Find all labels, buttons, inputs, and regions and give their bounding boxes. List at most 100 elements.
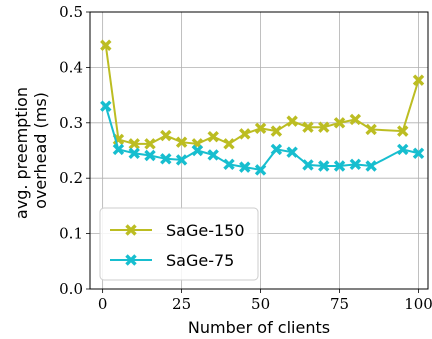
data-point: [254, 122, 267, 135]
data-point: [144, 149, 156, 162]
data-point-stroke-b: [254, 164, 267, 176]
y-tick-label: 0.0: [59, 280, 83, 298]
legend-item: SaGe-150: [110, 221, 245, 240]
legend-label: SaGe-75: [166, 251, 234, 270]
data-point-stroke-b: [412, 74, 425, 86]
data-point-stroke-b: [270, 125, 283, 137]
data-point: [128, 138, 140, 150]
data-point-stroke-b: [270, 143, 283, 156]
ticks: 0 25 50 75 100 0.0 0.1 0.2 0.3 0.4 0.5: [59, 3, 432, 313]
y-axis-label-line-2: overhead (ms): [31, 92, 50, 209]
data-point-stroke-b: [128, 138, 140, 150]
data-point: [302, 121, 314, 133]
legend-label: SaGe-150: [166, 221, 245, 240]
data-point-stroke-b: [397, 125, 409, 137]
legend-marker-stroke-b: [125, 224, 137, 236]
data-point: [191, 144, 204, 157]
data-point-stroke-b: [191, 144, 204, 157]
legend-box: [99, 207, 259, 281]
data-point: [223, 158, 235, 171]
y-axis-label-line-1: avg. preemption: [12, 87, 31, 219]
legend: SaGe-150 SaGe-75: [99, 207, 259, 281]
data-point-stroke-b: [207, 149, 219, 161]
data-point-stroke-b: [175, 136, 188, 148]
data-point: [175, 154, 188, 166]
data-point: [112, 143, 125, 156]
data-point: [397, 143, 409, 156]
data-point-stroke-b: [128, 147, 140, 159]
data-point: [207, 149, 219, 161]
data-point-stroke-b: [239, 161, 251, 173]
data-point: [239, 128, 251, 140]
data-point: [365, 160, 377, 172]
data-point-stroke-b: [318, 121, 330, 133]
y-tick-label: 0.1: [59, 225, 83, 243]
data-point: [286, 146, 298, 158]
data-point: [144, 138, 156, 150]
data-point-stroke-b: [144, 149, 156, 162]
data-point-stroke-b: [175, 154, 188, 166]
data-point: [318, 121, 330, 133]
data-point-stroke-b: [412, 147, 425, 159]
series-sage-150: [100, 39, 425, 150]
data-point: [207, 130, 219, 143]
data-point: [349, 113, 362, 126]
data-point-stroke-b: [100, 39, 112, 51]
data-point: [100, 39, 112, 51]
data-point: [239, 161, 251, 173]
legend-marker-stroke-b: [125, 254, 137, 266]
data-point: [270, 125, 283, 137]
y-tick-label: 0.4: [59, 58, 83, 76]
data-point-stroke-b: [254, 122, 267, 135]
series-sage-75: [100, 100, 425, 176]
data-point: [412, 74, 425, 86]
data-point-stroke-b: [286, 146, 298, 158]
data-point: [175, 136, 188, 148]
legend-item: SaGe-75: [110, 251, 234, 270]
data-point-stroke-b: [302, 121, 314, 133]
data-point: [349, 158, 362, 171]
y-axis-label: avg. preemption overhead (ms): [12, 82, 50, 219]
data-point: [286, 115, 298, 127]
data-point: [160, 153, 172, 165]
y-tick-label: 0.3: [59, 114, 83, 132]
data-point-stroke-b: [333, 160, 346, 172]
data-point: [318, 160, 330, 172]
legend-marker: [125, 254, 137, 266]
data-point-stroke-b: [223, 158, 235, 171]
data-point-stroke-b: [239, 128, 251, 140]
legend-marker: [125, 224, 137, 236]
data-point: [254, 164, 267, 176]
data-point: [365, 123, 377, 136]
plot-frame: [89, 11, 429, 290]
data-point-stroke-b: [349, 158, 362, 171]
series-layer: [100, 39, 425, 176]
data-point-stroke-b: [100, 100, 112, 112]
data-point: [270, 143, 283, 156]
data-point-stroke-b: [144, 138, 156, 150]
data-point: [412, 147, 425, 159]
x-axis-label: Number of clients: [188, 318, 330, 337]
x-tick-label: 75: [330, 295, 349, 313]
data-point-stroke-b: [207, 130, 219, 143]
data-point: [397, 125, 409, 137]
x-tick-label: 25: [172, 295, 191, 313]
data-point-stroke-b: [160, 129, 172, 142]
data-point-stroke-b: [349, 113, 362, 126]
data-point-stroke-b: [112, 143, 125, 156]
data-point: [333, 160, 346, 172]
data-point-stroke-b: [397, 143, 409, 156]
data-point: [223, 138, 235, 150]
data-point-stroke-b: [333, 117, 346, 129]
x-tick-label: 100: [404, 295, 432, 313]
data-point-stroke-b: [318, 160, 330, 172]
y-tick-label: 0.2: [59, 169, 83, 187]
data-point: [160, 129, 172, 142]
x-tick-label: 0: [98, 295, 108, 313]
y-tick-label: 0.5: [59, 3, 83, 21]
data-point: [333, 117, 346, 129]
data-point-stroke-b: [160, 153, 172, 165]
data-point: [302, 159, 314, 171]
